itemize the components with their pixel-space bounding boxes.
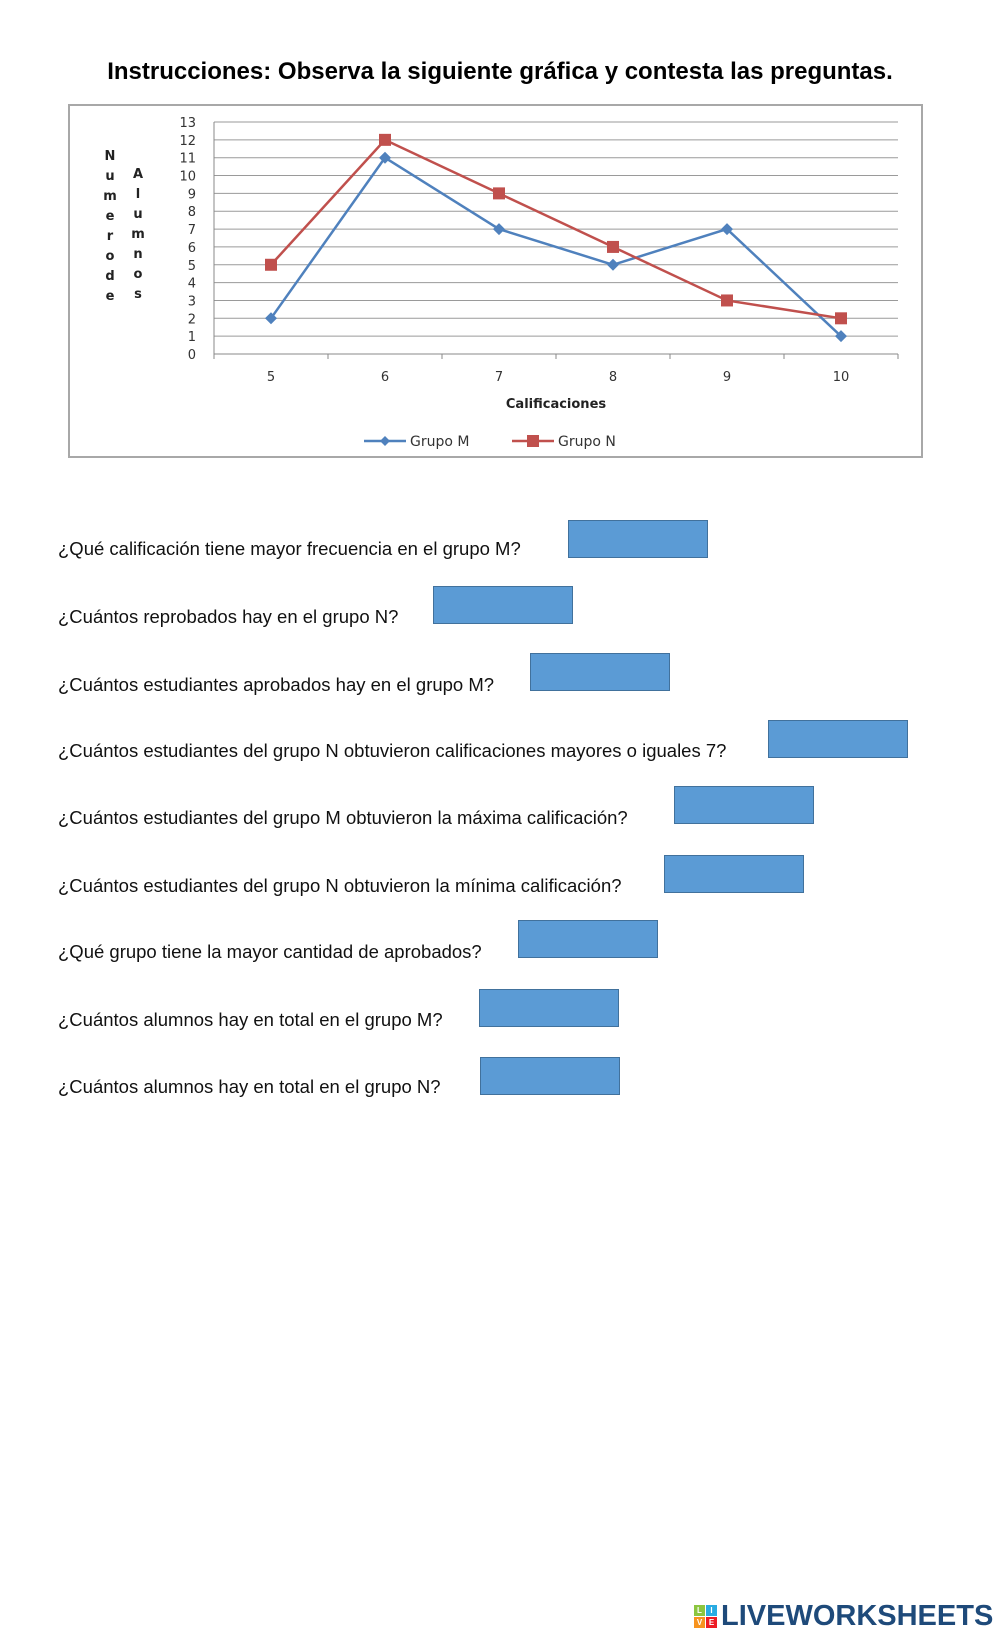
logo-text: LIVEWORKSHEETS: [721, 1600, 994, 1632]
question-text: ¿Qué grupo tiene la mayor cantidad de ap…: [58, 941, 482, 962]
y-tick-label: 8: [188, 205, 196, 220]
y-tick-label: 4: [188, 277, 196, 292]
data-point: [379, 133, 391, 146]
series-line: [269, 156, 842, 338]
y-tick-label: 2: [188, 312, 196, 327]
x-tick-label: 5: [267, 370, 275, 385]
x-tick-label: 10: [833, 370, 850, 385]
data-point: [835, 312, 847, 325]
data-point: [721, 294, 733, 307]
y-tick-label: 0: [188, 348, 196, 363]
answer-input[interactable]: [568, 520, 708, 558]
x-axis-title: Calificaciones: [506, 397, 607, 412]
question-text: ¿Cuántos reprobados hay en el grupo N?: [58, 606, 399, 627]
x-tick-label: 7: [495, 370, 503, 385]
answer-input[interactable]: [433, 586, 573, 624]
line-chart: 0 1 2 3 4 5 6 7 8 9 10 11 12 13 5 6 7 8 9 10 Calificaciones N…: [68, 104, 923, 458]
y-tick-label: 3: [188, 294, 196, 309]
answer-input[interactable]: [530, 653, 670, 691]
legend-label: Grupo M: [410, 434, 469, 450]
x-tick-label: 9: [723, 370, 731, 385]
data-point: [493, 223, 505, 236]
x-tick-label: 8: [609, 370, 617, 385]
x-tick-label: 6: [381, 370, 389, 385]
question-text: ¿Qué calificación tiene mayor frecuencia…: [58, 538, 521, 559]
instructions-title: Instrucciones: Observa la siguiente gráf…: [107, 58, 893, 85]
data-point: [721, 223, 733, 236]
y-tick-label: 11: [179, 152, 196, 167]
answer-input[interactable]: [664, 855, 804, 893]
answer-input[interactable]: [518, 920, 658, 958]
answer-input[interactable]: [480, 1057, 620, 1095]
question-text: ¿Cuántos alumnos hay en total en el grup…: [58, 1076, 441, 1097]
legend-marker: [380, 436, 390, 446]
data-point: [835, 330, 847, 343]
answer-input[interactable]: [479, 989, 619, 1027]
series-line: [270, 138, 842, 320]
y-tick-label: 1: [188, 330, 196, 345]
legend-label: Grupo N: [558, 434, 616, 450]
y-tick-label: 5: [188, 259, 196, 274]
y-tick-label: 9: [188, 187, 196, 202]
y-tick-label: 12: [179, 134, 196, 149]
data-point: [607, 258, 619, 271]
answer-input[interactable]: [674, 786, 814, 824]
question-text: ¿Cuántos estudiantes del grupo N obtuvie…: [58, 740, 727, 761]
y-tick-label: 10: [179, 170, 196, 185]
question-text: ¿Cuántos alumnos hay en total en el grup…: [58, 1009, 443, 1030]
data-point: [265, 258, 277, 271]
data-point: [493, 187, 505, 200]
question-text: ¿Cuántos estudiantes del grupo N obtuvie…: [58, 875, 622, 896]
question-text: ¿Cuántos estudiantes del grupo M obtuvie…: [58, 807, 628, 828]
y-tick-label: 7: [188, 223, 196, 238]
legend-marker: [527, 435, 539, 447]
question-text: ¿Cuántos estudiantes aprobados hay en el…: [58, 674, 495, 695]
y-tick-label: 13: [179, 116, 196, 131]
data-point: [265, 312, 277, 325]
answer-input[interactable]: [768, 720, 908, 758]
y-tick-label: 6: [188, 241, 196, 256]
data-point: [607, 240, 619, 253]
data-point: [379, 151, 391, 164]
